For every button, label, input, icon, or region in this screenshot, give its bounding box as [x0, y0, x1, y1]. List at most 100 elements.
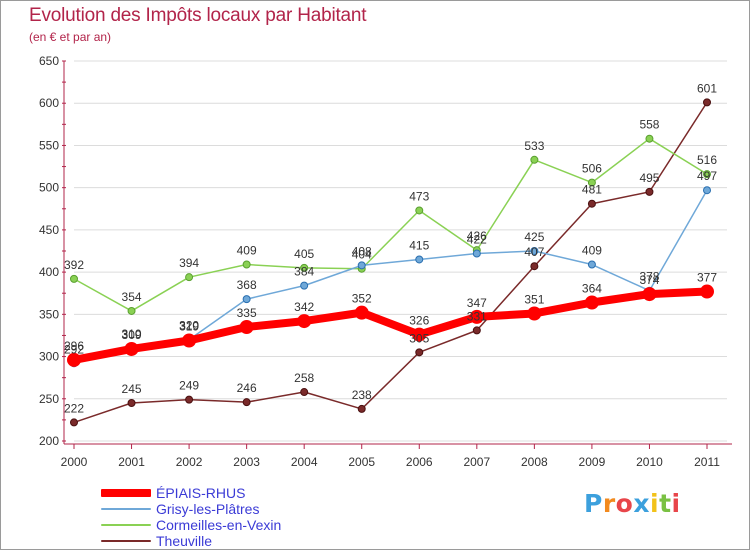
data-label: 506 — [582, 162, 602, 176]
data-point — [645, 187, 654, 196]
chart-subtitle: (en € et par an) — [29, 30, 112, 44]
data-label: 394 — [179, 256, 199, 270]
data-point — [587, 260, 596, 269]
data-label: 425 — [524, 230, 544, 244]
data-point — [300, 388, 309, 397]
data-point — [415, 255, 424, 264]
data-point — [297, 314, 312, 329]
data-label: 407 — [524, 245, 544, 259]
data-label: 351 — [524, 292, 544, 306]
data-point — [67, 352, 81, 367]
series-line-0 — [70, 287, 711, 364]
data-label: 422 — [467, 233, 487, 247]
data-label: 392 — [64, 258, 84, 272]
x-tick-label: 2009 — [579, 455, 606, 469]
data-label: 408 — [352, 244, 372, 258]
data-label: 495 — [639, 171, 659, 185]
data-point — [300, 263, 309, 272]
data-label: 292 — [64, 342, 84, 356]
data-label: 558 — [639, 118, 659, 132]
y-tick-label: 500 — [39, 181, 59, 195]
y-tick-label: 250 — [39, 392, 59, 406]
data-point — [127, 399, 136, 407]
data-label: 238 — [352, 388, 372, 402]
legend-item: ÉPIAIS-RHUS — [101, 485, 401, 501]
x-tick-label: 2004 — [291, 455, 318, 469]
x-tick-label: 2007 — [463, 455, 490, 469]
data-point — [527, 306, 542, 321]
data-point — [587, 199, 596, 208]
logo-letter: x — [633, 489, 650, 518]
data-label: 426 — [467, 229, 487, 243]
data-label: 409 — [582, 244, 602, 258]
data-label: 377 — [697, 271, 717, 285]
data-label: 320 — [179, 319, 199, 333]
logo-letter: i — [650, 489, 660, 518]
legend-swatch — [101, 508, 151, 510]
data-label: 319 — [179, 320, 199, 334]
data-point — [182, 333, 197, 348]
logo-letter: o — [615, 489, 634, 518]
data-point — [469, 309, 484, 324]
data-label: 481 — [582, 183, 602, 197]
data-point — [472, 326, 481, 335]
data-point — [472, 249, 481, 258]
x-tick-label: 2006 — [406, 455, 433, 469]
y-tick-label: 650 — [39, 54, 59, 68]
x-tick-label: 2002 — [176, 455, 203, 469]
data-point — [239, 320, 254, 334]
x-tick-label: 2011 — [694, 455, 720, 469]
series-line-1 — [73, 189, 708, 365]
data-point — [70, 274, 78, 283]
data-point — [642, 287, 657, 302]
data-label: 415 — [409, 238, 429, 252]
x-tick-label: 2005 — [348, 455, 375, 469]
y-tick-label: 400 — [39, 265, 59, 279]
x-tick-label: 2010 — [636, 455, 663, 469]
y-tick-label: 300 — [39, 350, 59, 364]
x-tick-label: 2008 — [521, 455, 548, 469]
data-labels: 222 245 249 246 258 238 305 331 407 481 495 601 392 3… — [64, 81, 717, 415]
data-label: 326 — [409, 314, 429, 328]
legend-label: Theuville — [156, 533, 213, 549]
data-label: 249 — [179, 379, 199, 393]
data-point — [354, 305, 369, 320]
series-line-2 — [73, 137, 708, 312]
data-point — [415, 206, 424, 215]
data-label: 222 — [64, 401, 84, 415]
data-point — [415, 348, 424, 357]
data-point — [357, 261, 366, 270]
x-tick-label: 2001 — [118, 455, 145, 469]
legend-item: Grisy-les-Plâtres — [101, 501, 401, 517]
y-tick-label: 350 — [39, 307, 59, 321]
data-label: 533 — [524, 139, 544, 153]
series-lines — [67, 98, 714, 427]
data-point — [185, 395, 194, 404]
data-label: 331 — [467, 309, 487, 323]
x-tick-label: 2003 — [233, 455, 260, 469]
legend-label: Cormeilles-en-Vexin — [156, 517, 282, 533]
logo-letter: t — [659, 489, 672, 518]
axes — [62, 60, 732, 449]
data-label: 374 — [639, 273, 659, 287]
data-label: 347 — [467, 296, 487, 310]
legend: ÉPIAIS-RHUS Grisy-les-Plâtres Cormeilles-e… — [101, 485, 401, 549]
legend-label: Grisy-les-Plâtres — [156, 501, 260, 517]
data-label: 258 — [294, 371, 314, 385]
data-label: 384 — [294, 265, 314, 279]
legend-swatch — [101, 489, 151, 497]
data-label: 246 — [237, 381, 257, 395]
legend-item: Cormeilles-en-Vexin — [101, 517, 401, 533]
data-point — [530, 155, 539, 164]
data-label: 409 — [237, 244, 257, 258]
data-point — [530, 247, 539, 255]
data-label: 310 — [122, 327, 142, 341]
data-label: 404 — [352, 248, 372, 262]
y-tick-label: 200 — [39, 434, 59, 448]
data-point — [703, 186, 711, 195]
grid-lines — [74, 60, 727, 442]
data-point — [70, 418, 78, 427]
x-tick-label: 2000 — [61, 455, 88, 469]
